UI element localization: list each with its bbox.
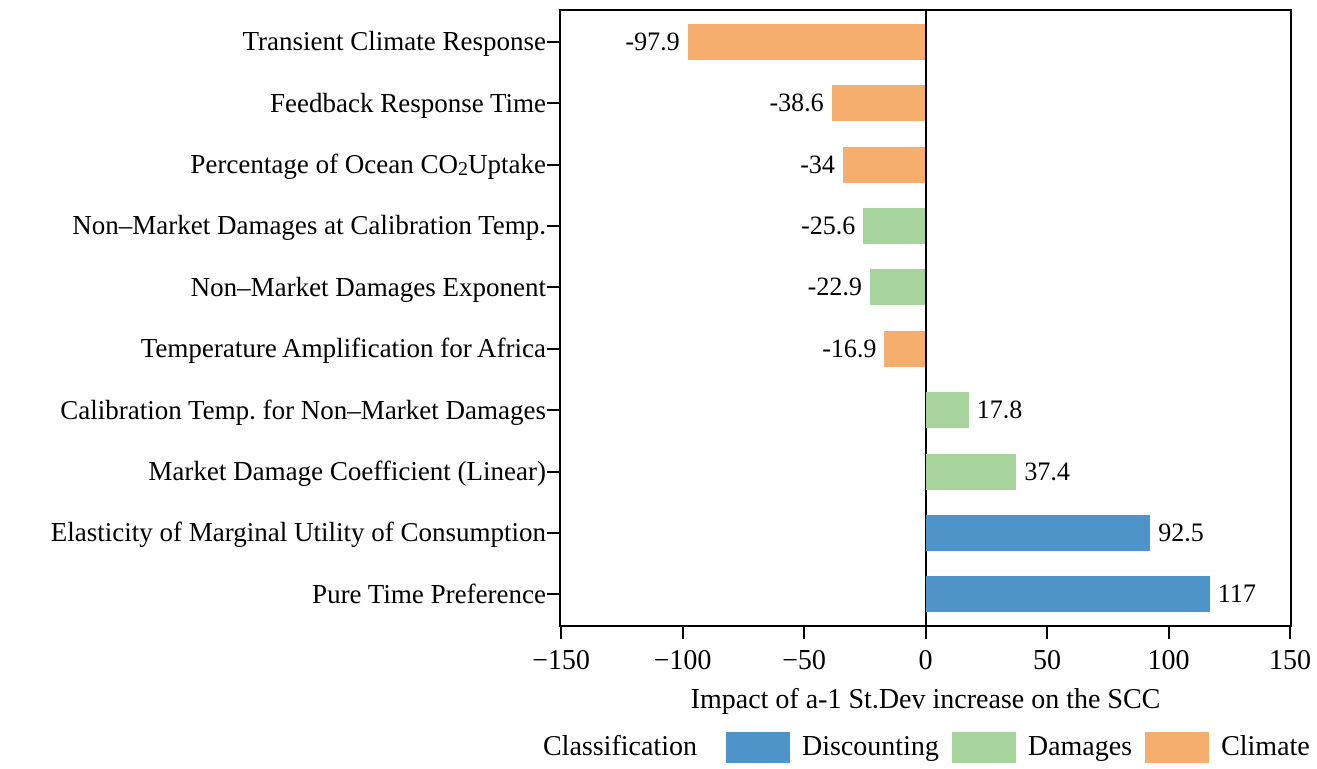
- category-label-text: Percentage of Ocean CO: [190, 149, 459, 179]
- bar: [925, 392, 969, 429]
- category-label: Transient Climate Response: [242, 26, 547, 57]
- value-label: -16.9: [822, 333, 877, 363]
- x-tick-label: −150: [532, 645, 590, 676]
- legend-swatch-damages: [951, 731, 1016, 763]
- y-tick: [547, 593, 559, 596]
- category-label: Temperature Amplification for Africa: [140, 333, 546, 364]
- category-label: Feedback Response Time: [270, 87, 546, 118]
- category-label-text: Uptake: [468, 149, 546, 179]
- x-tick-label: 100: [1147, 645, 1190, 676]
- x-tick: [1167, 627, 1170, 639]
- x-tick: [924, 627, 927, 639]
- co2-subscript: 2: [458, 157, 469, 180]
- value-label: -22.9: [807, 272, 862, 302]
- x-tick: [681, 627, 684, 639]
- y-tick: [547, 163, 559, 166]
- bar: [687, 23, 926, 60]
- value-label: 17.8: [976, 395, 1023, 425]
- bar: [842, 146, 926, 183]
- category-label: Calibration Temp. for Non–Market Damages: [60, 394, 546, 425]
- category-label: Non–Market Damages at Calibration Temp.: [72, 210, 546, 241]
- bar: [869, 269, 926, 306]
- value-label: -25.6: [801, 210, 856, 240]
- value-label: -38.6: [769, 88, 824, 118]
- value-label: 117: [1217, 579, 1256, 609]
- y-tick: [547, 531, 559, 534]
- legend-title: Classification: [543, 731, 697, 762]
- zero-axis-line: [924, 11, 927, 625]
- bar: [831, 85, 926, 122]
- x-tick: [1289, 627, 1291, 639]
- x-tick: [560, 627, 562, 639]
- y-tick: [547, 470, 559, 473]
- legend-label: Damages: [1027, 731, 1133, 762]
- y-tick: [547, 409, 559, 412]
- category-label: Percentage of Ocean CO 2 Uptake: [0, 147, 546, 183]
- value-label: -34: [800, 149, 835, 179]
- x-tick: [1046, 627, 1048, 639]
- x-axis-title: Impact of a-1 St.Dev increase on the SCC: [690, 684, 1161, 715]
- bar: [863, 207, 926, 244]
- category-label: Elasticity of Marginal Utility of Consum…: [50, 517, 546, 548]
- y-tick: [547, 102, 559, 105]
- legend-swatch-discounting: [725, 731, 790, 763]
- legend: Classification Discounting Damages Climate: [543, 729, 1310, 765]
- legend-label: Discounting: [801, 731, 939, 762]
- x-tick-label: −50: [782, 645, 826, 676]
- x-tick-label: 0: [918, 645, 933, 676]
- x-tick: [803, 627, 805, 639]
- y-tick: [547, 286, 559, 289]
- x-tick-label: 150: [1269, 645, 1311, 676]
- bar: [925, 576, 1210, 613]
- y-tick: [547, 224, 559, 227]
- category-label: Pure Time Preference: [312, 578, 546, 609]
- x-tick-label: −100: [653, 645, 712, 676]
- bar: [884, 330, 926, 367]
- category-label: Market Damage Coefficient (Linear): [148, 456, 546, 486]
- category-label: Non–Market Damages Exponent: [190, 271, 546, 302]
- legend-swatch-climate: [1145, 731, 1210, 763]
- value-label: -97.9: [625, 26, 680, 56]
- legend-label: Climate: [1221, 731, 1310, 762]
- legend-entries: Discounting Damages Climate: [725, 731, 1310, 763]
- value-label: 92.5: [1158, 517, 1204, 547]
- bar: [925, 453, 1017, 490]
- value-label: 37.4: [1024, 456, 1070, 486]
- y-tick: [547, 40, 559, 43]
- x-tick-label: 50: [1033, 645, 1061, 676]
- y-tick: [547, 347, 559, 350]
- bar: [925, 514, 1151, 551]
